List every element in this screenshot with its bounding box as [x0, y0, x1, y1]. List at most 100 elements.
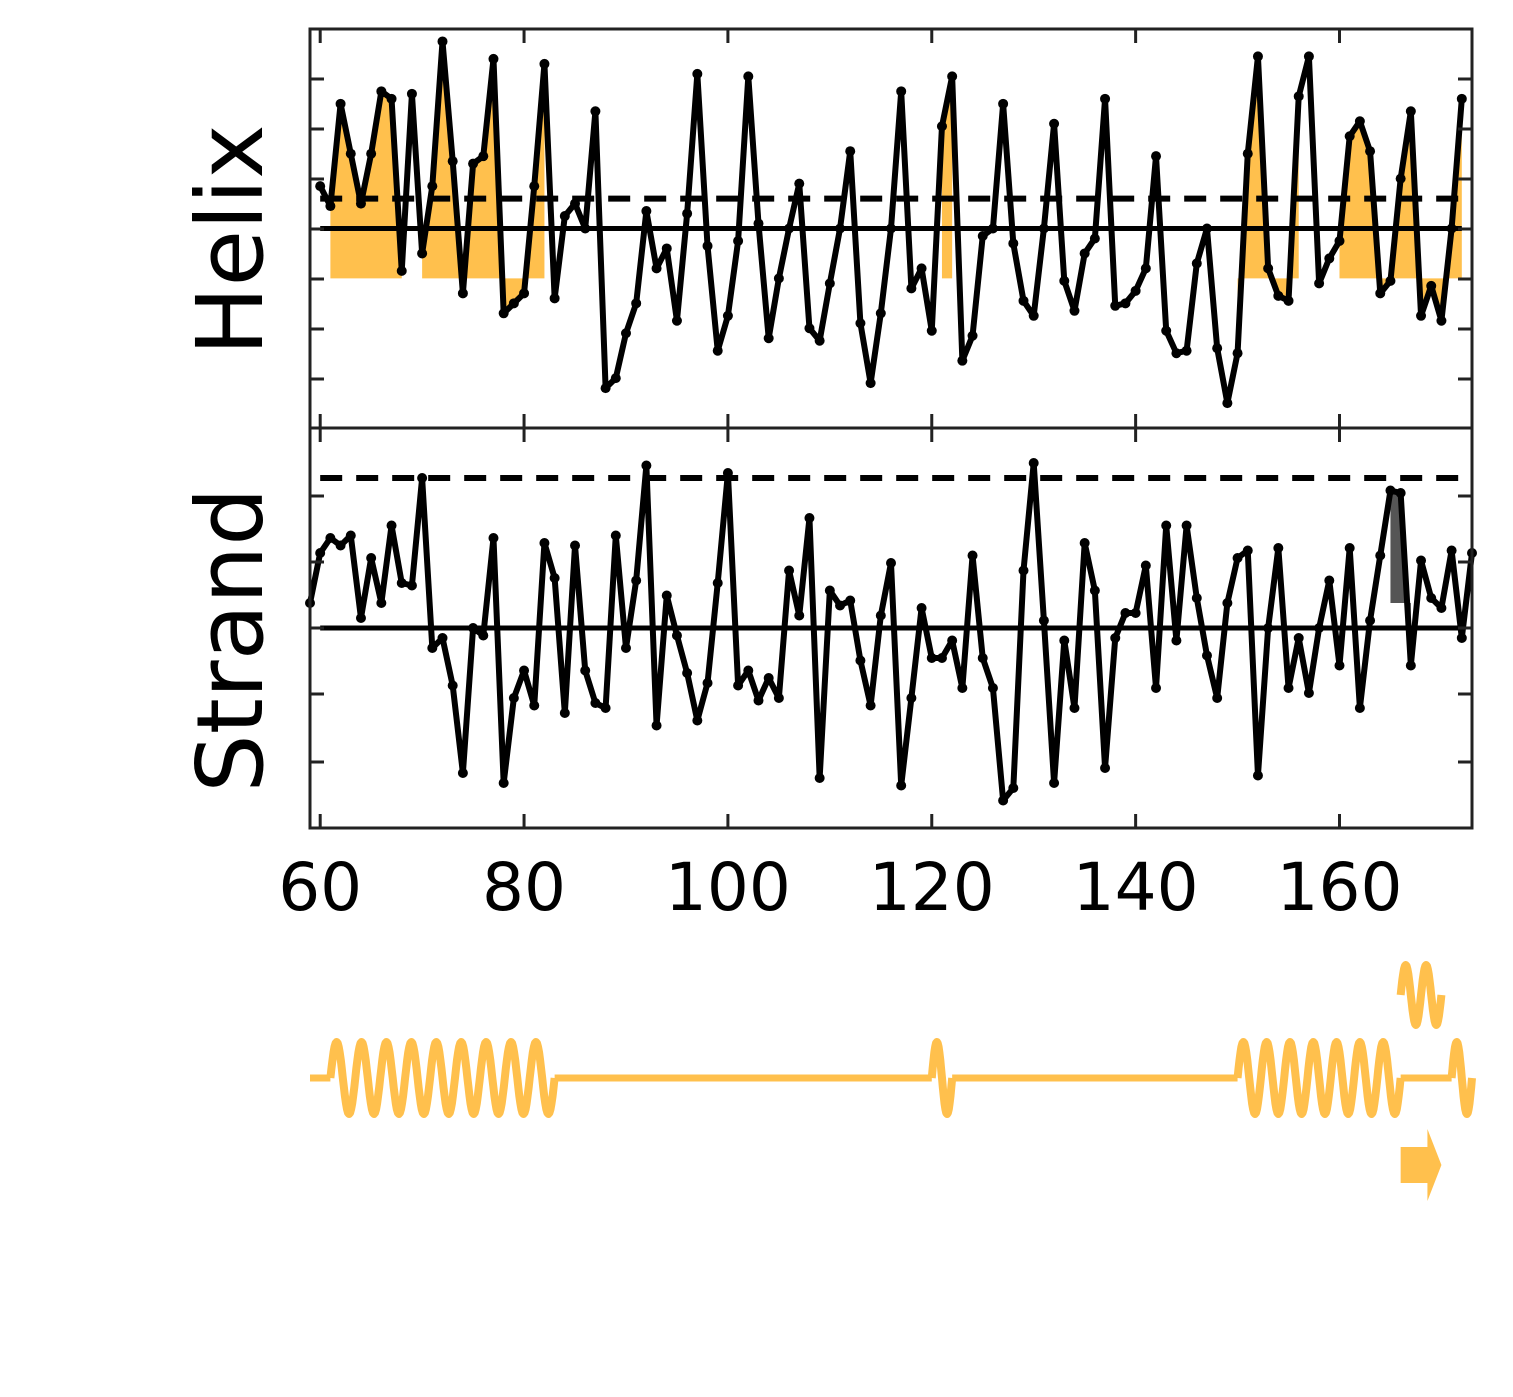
strand-data-point: [1232, 553, 1243, 563]
strand-data-point: [1303, 688, 1314, 698]
helix-data-point: [478, 151, 489, 162]
helix-data-point: [896, 86, 907, 97]
strand-data-point: [1436, 603, 1447, 613]
helix-data-point: [1303, 51, 1314, 62]
helix-data-point: [600, 383, 611, 394]
strand-data-point: [1171, 635, 1182, 646]
helix-data-point: [957, 355, 968, 366]
strand-data-point: [1120, 608, 1131, 618]
helix-data-point: [1242, 148, 1253, 159]
strand-data-point: [1140, 560, 1151, 571]
strand-data-point: [651, 720, 662, 731]
strand-data-point: [835, 600, 846, 611]
helix-data-point: [1365, 146, 1376, 157]
x-tick-label: 80: [482, 849, 566, 926]
helix-data-point: [1456, 93, 1467, 104]
helix-data-point: [1263, 263, 1274, 274]
helix-data-point: [610, 373, 621, 384]
strand-data-point: [1385, 485, 1396, 496]
strand-data-point: [325, 533, 336, 543]
helix-data-point: [936, 121, 947, 132]
helix-data-point: [417, 248, 428, 259]
strand-data-point: [886, 558, 896, 568]
helix-data-point: [1436, 315, 1447, 326]
strand-data-point: [1334, 660, 1345, 671]
strand-data-point: [845, 595, 856, 606]
strand-data-point: [478, 630, 489, 641]
helix-data-point: [1354, 116, 1365, 127]
helix-data-point: [406, 88, 417, 99]
strand-data-point: [590, 698, 601, 708]
strand-data-point: [916, 603, 927, 613]
helix-data-point: [620, 328, 631, 339]
strand-data-point: [1395, 488, 1406, 498]
helix-data-point: [1334, 235, 1345, 246]
strand-data-point: [600, 703, 611, 713]
strand-data-point: [824, 585, 835, 596]
strand-data-point: [549, 573, 560, 583]
helix-data-point: [355, 198, 366, 209]
strand-data-point: [896, 780, 907, 791]
strand-data-point: [1079, 538, 1090, 548]
helix-data-point: [539, 58, 550, 69]
helix-data-point: [1222, 398, 1233, 409]
strand-data-point: [559, 708, 570, 718]
helix-data-point: [315, 181, 326, 192]
strand-data-point: [875, 610, 886, 621]
helix-panel: Helix: [177, 27, 1474, 430]
helix-data-point: [763, 333, 774, 344]
strand-data-point: [427, 643, 438, 653]
helix-data-point: [1212, 343, 1223, 354]
strand-data-point: [998, 795, 1009, 806]
strand-data-point: [661, 590, 672, 601]
helix-data-point: [335, 98, 346, 109]
x-tick-label: 100: [665, 849, 791, 926]
strand-data-point: [743, 665, 754, 676]
helix-data-point: [1201, 223, 1212, 234]
helix-data-point: [824, 278, 835, 289]
strand-data-point: [936, 653, 947, 663]
strand-data-point: [1242, 545, 1253, 556]
helix-data-point: [906, 283, 917, 294]
strand-data-point: [1263, 623, 1274, 633]
helix-data-point: [325, 201, 336, 212]
helix-data-point: [1049, 118, 1060, 129]
strand-data-point: [1028, 458, 1039, 468]
helix-data-point: [488, 53, 499, 64]
helix-data-point: [1059, 275, 1070, 286]
helix-data-point: [641, 206, 652, 217]
strand-data-point: [977, 653, 988, 663]
helix-data-point: [1344, 131, 1355, 142]
x-axis-tick-labels: 60 80 100 120 140 160: [278, 849, 1402, 926]
ss-helix-segment: [1447, 1038, 1476, 1118]
strand-data-point: [1222, 598, 1233, 608]
strand-data-point: [498, 778, 509, 788]
strand-data-point: [580, 665, 591, 676]
strand-data-point: [641, 460, 652, 471]
helix-data-point: [722, 310, 733, 321]
helix-data-point: [773, 273, 784, 284]
strand-data-point: [763, 673, 774, 683]
helix-data-point: [1385, 275, 1396, 286]
helix-data-point: [1079, 248, 1090, 259]
helix-data-point: [386, 93, 397, 104]
x-tick-label: 140: [1073, 849, 1199, 926]
strand-panel: Strand: [177, 426, 1477, 830]
strand-data-point: [620, 643, 631, 653]
strand-data-point: [1089, 585, 1100, 596]
helix-data-point: [1140, 263, 1151, 274]
helix-data-point: [1405, 106, 1416, 117]
helix-data-point: [743, 71, 754, 82]
strand-fill-region: [1390, 490, 1411, 666]
strand-data-point: [1314, 623, 1325, 633]
strand-data-point: [570, 540, 581, 551]
strand-data-point: [1456, 633, 1467, 643]
helix-data-point: [814, 335, 825, 346]
strand-data-point: [1049, 778, 1060, 788]
strand-data-point: [345, 530, 356, 541]
strand-data-point: [1283, 683, 1294, 693]
strand-data-point: [1212, 693, 1223, 703]
strand-data-point: [366, 553, 377, 563]
strand-data-point: [947, 635, 958, 646]
